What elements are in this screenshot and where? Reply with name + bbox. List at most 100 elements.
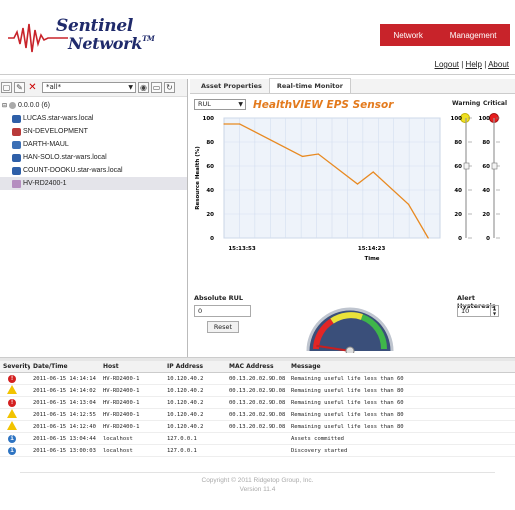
warning-icon — [7, 421, 17, 430]
collapse-icon[interactable]: ⊟ — [2, 103, 8, 109]
refresh-icon[interactable]: ↻ — [164, 82, 175, 93]
warning-slider-tick-label: 100 — [451, 116, 463, 122]
severity-cell: i — [0, 434, 30, 443]
sentinel-network-logo[interactable]: Sentinel NetworkTM — [8, 14, 158, 60]
about-link[interactable]: About — [488, 60, 509, 69]
event-log-table: Severity Date/Time Host IP Address MAC A… — [0, 361, 515, 457]
host-cell: HV-RD2400-1 — [103, 387, 140, 394]
table-row[interactable]: ! 2011-06-15 14:14:14 HV-RD2400-1 10.120.40… — [0, 373, 515, 385]
table-row[interactable]: ! 2011-06-15 14:13:04 HV-RD2400-1 10.120.40… — [0, 397, 515, 409]
logo-line2: NetworkTM — [68, 34, 155, 53]
severity-cell: i — [0, 446, 30, 455]
tab-real-time-monitor[interactable]: Real-time Monitor — [268, 78, 351, 93]
tree-item[interactable]: SN-DEVELOPMENT — [0, 125, 187, 138]
critical-slider-tick-label: 60 — [482, 164, 490, 170]
severity-cell: ! — [0, 374, 30, 383]
tree-item[interactable]: DARTH-MAUL — [0, 138, 187, 151]
series-line — [224, 123, 429, 239]
message-cell: Discovery started — [291, 447, 348, 454]
chevron-down-icon: ▼ — [238, 101, 243, 108]
severity-cell — [0, 421, 30, 432]
rul-chart: 0 20 40 60 80 100 15:13:53 15:14:23 Resource Hea… — [195, 116, 500, 262]
ip-cell: 127.0.0.1 — [167, 435, 197, 442]
tree-item-label: LUCAS.star-wars.local — [23, 115, 94, 122]
metric-select-value: RUL — [198, 100, 211, 108]
host-icon — [12, 166, 21, 175]
table-row[interactable]: i 2011-06-15 13:04:44 localhost 127.0.0.1 As… — [0, 433, 515, 445]
data-point — [317, 153, 319, 155]
time-cell: 2011-06-15 13:04:44 — [33, 435, 96, 442]
help-link[interactable]: Help — [465, 60, 482, 69]
table-row[interactable]: 2011-06-15 14:12:40 HV-RD2400-1 10.120.40.… — [0, 421, 515, 433]
message-cell: Remaining useful life less than 60 — [291, 375, 404, 382]
critical-slider-tick-label: 40 — [482, 188, 490, 194]
tree-item[interactable]: HAN-SOLO.star-wars.local — [0, 151, 187, 164]
host-cell: HV-RD2400-1 — [103, 399, 140, 406]
critical-label: Critical — [483, 100, 508, 107]
new-icon[interactable]: ▢ — [1, 82, 12, 93]
mac-cell: 00.13.20.02.9D.08 — [229, 411, 286, 418]
tree-item-label: SN-DEVELOPMENT — [23, 128, 88, 135]
link-separator: | — [461, 60, 464, 69]
tree-item[interactable]: LUCAS.star-wars.local — [0, 112, 187, 125]
footer-divider — [20, 472, 495, 473]
metric-select[interactable]: RUL ▼ — [194, 99, 246, 110]
critical-slider-handle[interactable] — [491, 162, 498, 170]
warning-slider-tick-label: 80 — [454, 140, 462, 146]
message-cell: Remaining useful life less than 60 — [291, 399, 404, 406]
table-row[interactable]: i 2011-06-15 13:00:03 localhost 127.0.0.1 Di… — [0, 445, 515, 457]
waveform-icon — [8, 23, 68, 53]
tree-item[interactable]: COUNT-DOOKU.star-wars.local — [0, 164, 187, 177]
link-separator: | — [484, 60, 487, 69]
alert-hysteresis-stepper[interactable]: 10 ▲ ▼ — [457, 305, 499, 317]
data-point — [372, 171, 374, 173]
chevron-down-icon: ▼ — [128, 84, 133, 91]
asset-tree: ⊟ 0.0.0.0 (6) LUCAS.star-wars.local SN-D… — [0, 97, 187, 190]
mac-cell: 00.13.20.02.9D.08 — [229, 375, 286, 382]
nav-management[interactable]: Management — [449, 30, 497, 40]
warning-label: Warning — [452, 100, 481, 107]
ip-cell: 10.120.40.2 — [167, 423, 204, 430]
critical-icon: ! — [8, 398, 16, 407]
spinner-arrows-icon[interactable]: ▲ ▼ — [490, 306, 498, 316]
delete-icon[interactable]: ✕ — [28, 82, 37, 93]
col-host[interactable]: Host — [103, 363, 119, 370]
warning-icon — [7, 385, 17, 394]
critical-slider-tick-label: 0 — [486, 236, 490, 242]
time-cell: 2011-06-15 14:12:40 — [33, 423, 96, 430]
ip-cell: 127.0.0.1 — [167, 447, 197, 454]
panel-splitter[interactable] — [0, 357, 515, 361]
col-ip[interactable]: IP Address — [167, 363, 204, 370]
host-cell: HV-RD2400-1 — [103, 411, 140, 418]
table-header: Severity Date/Time Host IP Address MAC A… — [0, 361, 515, 373]
col-mac[interactable]: MAC Address — [229, 363, 274, 370]
col-datetime[interactable]: Date/Time — [33, 363, 68, 370]
warning-slider-handle[interactable] — [463, 162, 470, 170]
edit-icon[interactable]: ✎ — [14, 82, 25, 93]
table-row[interactable]: 2011-06-15 14:14:02 HV-RD2400-1 10.120.40.… — [0, 385, 515, 397]
x-axis-label: Time — [364, 256, 379, 262]
tree-item-selected[interactable]: HV-RD2400-1 — [0, 177, 187, 190]
top-nav: Network Management — [380, 24, 510, 46]
data-point — [407, 203, 410, 205]
tree-item-label: HAN-SOLO.star-wars.local — [23, 154, 107, 161]
table-row[interactable]: 2011-06-15 14:12:55 HV-RD2400-1 10.120.40.… — [0, 409, 515, 421]
absolute-rul-field[interactable]: 0 — [194, 305, 251, 317]
col-severity[interactable]: Severity — [3, 363, 30, 370]
nav-network[interactable]: Network — [393, 30, 423, 40]
reset-button[interactable]: Reset — [207, 321, 239, 333]
severity-cell — [0, 409, 30, 420]
filter-select[interactable]: *all* ▼ — [42, 82, 136, 93]
monitor-icon[interactable]: ▭ — [151, 82, 162, 93]
tree-root[interactable]: ⊟ 0.0.0.0 (6) — [0, 99, 187, 112]
tab-asset-properties[interactable]: Asset Properties — [201, 82, 262, 90]
tree-item-label: COUNT-DOOKU.star-wars.local — [23, 167, 123, 174]
logout-link[interactable]: Logout — [434, 60, 459, 69]
data-point — [301, 155, 304, 157]
discover-icon[interactable]: ◉ — [138, 82, 149, 93]
network-icon — [9, 102, 17, 109]
col-message[interactable]: Message — [291, 363, 321, 370]
severity-cell: ! — [0, 398, 30, 407]
message-cell: Assets committed — [291, 435, 344, 442]
monitor-panel: Asset Properties Real-time Monitor RUL ▼… — [190, 78, 515, 357]
